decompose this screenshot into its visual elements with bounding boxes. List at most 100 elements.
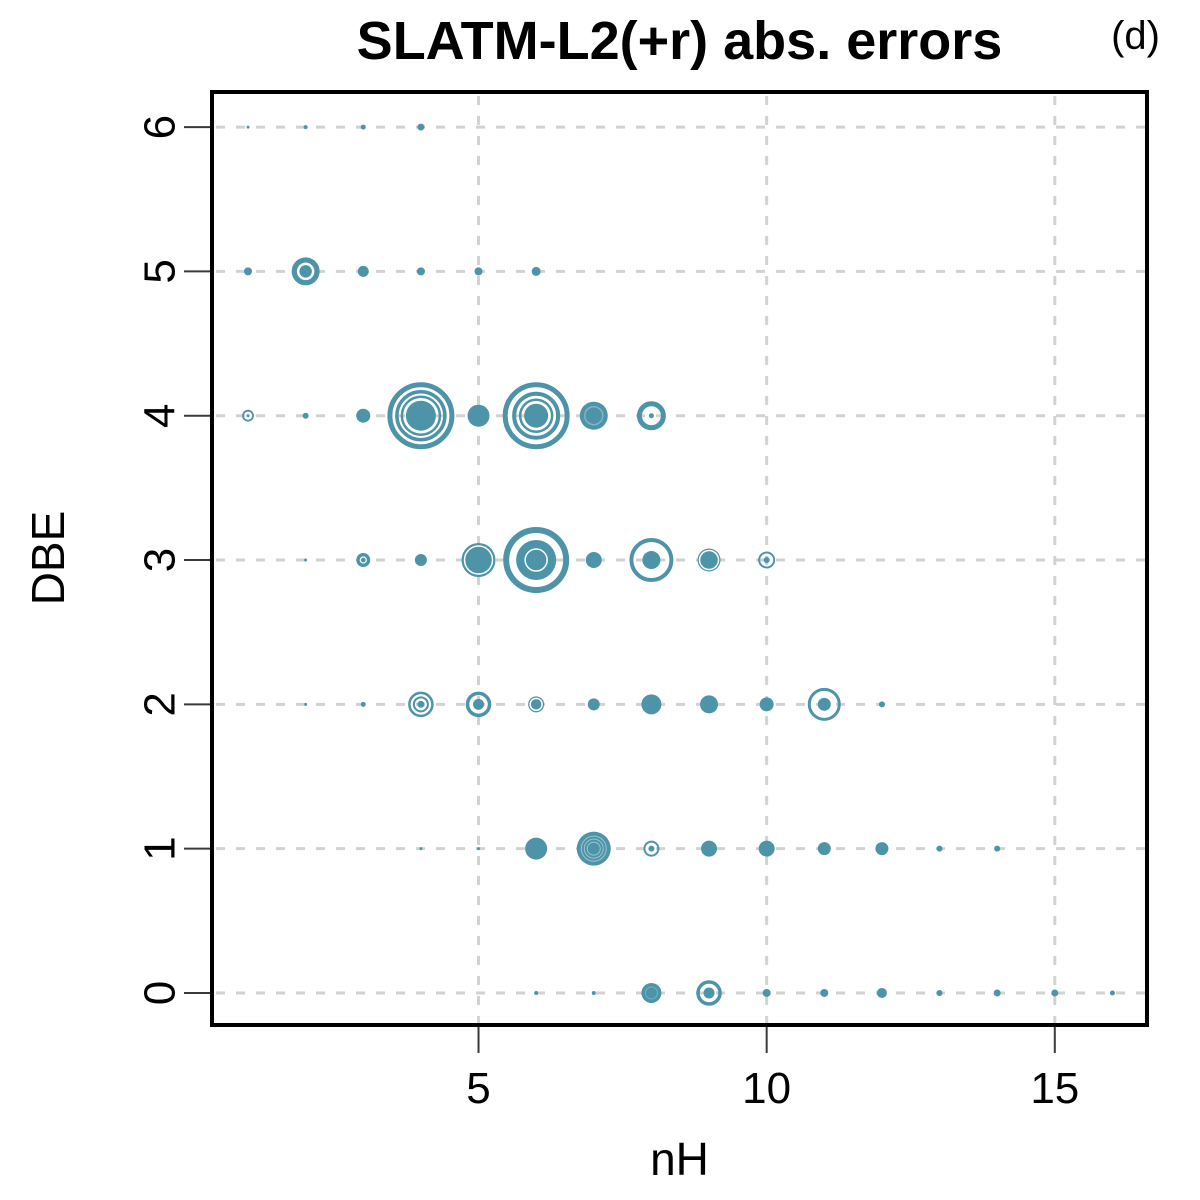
- bubble: [875, 842, 889, 856]
- bubble: [936, 989, 943, 996]
- bubble: [414, 554, 427, 567]
- bubble-center-dot: [703, 987, 715, 999]
- bubble-center-dot: [642, 551, 661, 570]
- bubble: [356, 408, 371, 423]
- y-tick-label: 6: [136, 115, 185, 139]
- bubble: [477, 847, 481, 851]
- chart-title: SLATM-L2(+r) abs. errors: [356, 11, 1003, 71]
- bubble-center-dot: [763, 557, 770, 564]
- bubble-inner-white-ring: [529, 697, 543, 712]
- bubble: [700, 695, 719, 714]
- bubble: [302, 412, 309, 419]
- bubble: [817, 842, 831, 856]
- y-tick-label: 4: [136, 403, 185, 427]
- bubble: [246, 125, 250, 129]
- bubble: [993, 989, 1001, 997]
- bubble: [587, 698, 600, 711]
- x-tick-label: 5: [466, 1064, 490, 1113]
- bubble-ring: [643, 840, 660, 857]
- bubble-ring: [807, 687, 841, 721]
- bubble-ring: [518, 398, 554, 433]
- bubble-ring: [412, 696, 429, 713]
- bubble: [461, 543, 496, 578]
- bubble: [419, 847, 423, 851]
- bubble-inner-white-ring: [463, 545, 494, 575]
- y-tick-label: 0: [136, 981, 185, 1005]
- bubble: [697, 548, 721, 572]
- bubble: [524, 403, 549, 428]
- bubble-inner-white-ring: [359, 556, 367, 564]
- bubble-inner-white-ring: [698, 549, 720, 571]
- bubble: [579, 401, 608, 430]
- bubble-inner-white-ring: [584, 405, 604, 426]
- bubble: [516, 540, 557, 581]
- bubble-center-dot: [473, 698, 485, 710]
- bubble: [876, 987, 887, 998]
- bubble: [701, 840, 718, 857]
- y-tick-label: 5: [136, 259, 185, 283]
- bubble: [304, 558, 308, 562]
- bubble-inner-white-ring: [580, 835, 607, 862]
- bubble-ring: [636, 401, 666, 431]
- bubble-center-dot: [648, 845, 655, 852]
- bubble: [360, 124, 366, 130]
- bubble: [641, 694, 662, 715]
- bubble-inner-white-ring: [524, 548, 548, 572]
- bubble: [759, 697, 774, 712]
- bubble: [936, 845, 943, 852]
- bubble: [474, 267, 483, 276]
- bubble: [360, 701, 366, 707]
- bubble-ring: [503, 527, 570, 594]
- bubble: [304, 702, 308, 706]
- bubble: [467, 404, 490, 427]
- bubble-ring: [629, 538, 674, 583]
- bubble-ring: [758, 551, 776, 569]
- bubble-ring: [395, 389, 447, 442]
- bubble-ring: [512, 391, 561, 440]
- bubble: [416, 267, 425, 276]
- bubble: [576, 831, 611, 866]
- bubble: [405, 400, 436, 431]
- bubble: [878, 701, 885, 708]
- bubble-ring: [502, 382, 570, 450]
- bubble-center-dot: [246, 414, 250, 418]
- y-tick-label: 2: [136, 692, 185, 716]
- bubble-inner-white-ring: [583, 838, 604, 859]
- bubble: [1109, 990, 1115, 996]
- bubble-center-dot: [817, 697, 831, 711]
- bubble-inner-white-ring: [586, 841, 601, 856]
- bubble: [525, 837, 548, 860]
- bubble-ring: [408, 691, 434, 718]
- bubble: [417, 123, 425, 131]
- bubble-ring: [387, 382, 455, 450]
- bubble: [534, 990, 539, 995]
- x-tick-label: 10: [742, 1064, 791, 1113]
- plot-frame: [210, 90, 1149, 1027]
- bubble: [591, 990, 596, 995]
- bubble-ring: [242, 409, 254, 422]
- bubble: [641, 982, 662, 1003]
- bubble: [356, 553, 371, 568]
- bubble-inner-white-ring: [296, 262, 315, 281]
- bubble-ring: [400, 395, 442, 436]
- bubble-inner-white-ring: [644, 986, 658, 1000]
- bubble: [291, 257, 320, 286]
- y-axis-label: DBE: [22, 510, 74, 606]
- bubble: [994, 845, 1001, 852]
- y-tick-label: 3: [136, 548, 185, 572]
- bubble-center-dot: [417, 700, 425, 708]
- x-axis-label: nH: [650, 1133, 709, 1185]
- bubble: [244, 267, 253, 276]
- bubble-ring: [696, 980, 722, 1006]
- bubble: [357, 265, 369, 277]
- bubble: [1051, 989, 1059, 997]
- panel-label: (d): [1111, 14, 1160, 58]
- bubble: [531, 266, 541, 276]
- bubble: [758, 840, 775, 857]
- x-tick-label: 15: [1030, 1064, 1079, 1113]
- bubble-center-dot: [648, 413, 654, 419]
- bubble: [303, 125, 308, 130]
- y-tick-label: 1: [136, 836, 185, 860]
